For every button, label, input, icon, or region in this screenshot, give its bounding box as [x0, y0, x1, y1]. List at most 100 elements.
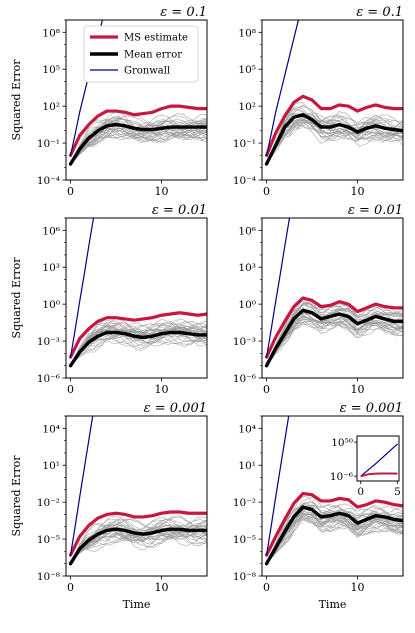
- panel-2: 10⁻⁴ 10⁻¹ 10² 10⁵ 10⁸ 0 10 ε = 0.1: [233, 5, 404, 198]
- sample-trajectory: [70, 533, 207, 564]
- sample-trajectory: [70, 129, 207, 165]
- x-axis-label: Time: [123, 598, 151, 611]
- sample-trajectory: [70, 132, 207, 165]
- sample-trajectory: [266, 308, 403, 366]
- inset-y-tick-label: 10⁵⁰: [331, 437, 353, 449]
- series-mean-error: [264, 308, 403, 368]
- x-tick-label: 10: [155, 581, 169, 594]
- sample-trajectory: [266, 513, 403, 564]
- y-tick-label: 10⁶: [42, 225, 60, 237]
- inset-series-gronwall: [360, 443, 398, 477]
- sample-trajectory: [266, 316, 403, 366]
- series-ms-estimate: [264, 296, 403, 359]
- series-gronwall: [265, 20, 300, 156]
- inset-series-ms-estimate: [360, 472, 398, 478]
- y-axis-label: Squared Error: [10, 59, 23, 141]
- panel-5: 10⁻⁸ 10⁻⁵ 10⁻² 10¹ 10⁴ 0 10 ε = 0.001 Squared Er…: [10, 401, 208, 611]
- x-axis-label: Time: [319, 598, 347, 611]
- sample-trajectory: [266, 101, 403, 165]
- panel-4: 10⁻⁶ 10⁻³ 10⁰ 10³ 10⁶ 0 10 ε = 0.01: [233, 203, 404, 396]
- y-tick-label: 10⁵: [238, 64, 256, 76]
- sample-trajectory: [70, 337, 207, 366]
- series-ms-estimate: [68, 311, 207, 359]
- inset-y-tick-label: 10⁻⁶: [330, 471, 353, 483]
- y-tick-label: 10⁻⁵: [37, 534, 60, 546]
- axes-frame: [261, 415, 404, 577]
- sample-trajectory: [266, 513, 403, 564]
- sample-trajectory: [266, 119, 403, 165]
- legend-frame: [83, 25, 199, 83]
- series-gronwall: [265, 416, 290, 556]
- series-mean-error: [264, 505, 403, 566]
- sample-trajectory: [266, 118, 403, 165]
- plot-area: [68, 218, 207, 368]
- sample-trajectory: [266, 513, 403, 564]
- x-tick-label: 10: [155, 383, 169, 396]
- sample-trajectory: [70, 114, 207, 165]
- x-tick-label: 10: [351, 185, 365, 198]
- axes-frame: [65, 415, 208, 577]
- sample-trajectory: [266, 316, 403, 366]
- y-tick-label: 10¹: [42, 460, 60, 472]
- series-mean-error: [68, 330, 207, 368]
- y-tick-label: 10³: [238, 262, 256, 274]
- inset-frame: [356, 435, 400, 482]
- sample-trajectory: [266, 513, 403, 564]
- sample-trajectory: [70, 528, 207, 564]
- sample-trajectory: [266, 508, 403, 564]
- sample-trajectory: [266, 315, 403, 366]
- sample-trajectory: [266, 305, 403, 366]
- sample-trajectory: [266, 495, 403, 564]
- axes-frame: [65, 19, 208, 181]
- sample-trajectory: [70, 516, 207, 564]
- series-ms-estimate: [264, 94, 403, 157]
- legend-label-gronwall: Gronwall: [124, 66, 170, 77]
- series-gronwall: [69, 218, 95, 358]
- sample-trajectory: [70, 118, 207, 165]
- y-tick-label: 10⁻³: [37, 336, 60, 348]
- sample-trajectory: [70, 329, 207, 366]
- x-tick-label: 10: [351, 383, 365, 396]
- y-tick-label: 10⁰: [42, 299, 60, 311]
- y-tick-label: 10³: [42, 262, 60, 274]
- x-tick-label: 10: [155, 185, 169, 198]
- y-tick-label: 10⁻⁴: [233, 175, 256, 187]
- series-gronwall: [265, 218, 291, 358]
- y-tick-label: 10²: [42, 101, 60, 113]
- legend-label-ms-estimate: MS estimate: [124, 33, 188, 44]
- y-tick-label: 10⁻⁶: [37, 373, 60, 385]
- series-ms-estimate: [264, 491, 403, 557]
- panel-title: ε = 0.01: [348, 203, 403, 218]
- sample-trajectory: [266, 506, 403, 564]
- inset-x-tick-label: 0: [357, 486, 364, 498]
- y-tick-label: 10⁻²: [37, 497, 60, 509]
- y-tick-label: 10⁴: [42, 423, 60, 435]
- sample-trajectory: [70, 131, 207, 165]
- y-tick-label: 10⁻⁸: [233, 571, 256, 583]
- sample-trajectory: [70, 325, 207, 366]
- series-mean-error: [264, 113, 403, 166]
- sample-trajectory: [70, 526, 207, 564]
- y-tick-label: 10⁻⁸: [37, 571, 60, 583]
- sample-trajectory: [70, 326, 207, 366]
- sample-trajectory: [70, 523, 207, 564]
- sample-trajectory: [70, 535, 207, 564]
- x-tick-label: 0: [67, 383, 74, 396]
- y-tick-label: 10⁸: [238, 27, 256, 39]
- series-gronwall: [69, 416, 94, 556]
- x-tick-label: 0: [263, 581, 270, 594]
- sample-trajectory: [266, 312, 403, 366]
- sample-trajectory: [266, 119, 403, 165]
- y-tick-label: 10⁻²: [233, 497, 256, 509]
- sample-trajectory: [266, 119, 403, 165]
- sample-trajectory: [70, 333, 207, 366]
- sample-trajectory: [70, 127, 207, 165]
- panels: 10⁻⁴ 10⁻¹ 10² 10⁵ 10⁸ 0 10 ε = 0.1 Squared Error…: [10, 5, 404, 611]
- panel-1: 10⁻⁴ 10⁻¹ 10² 10⁵ 10⁸ 0 10 ε = 0.1 Squared Error: [10, 5, 208, 198]
- axes-frame: [261, 217, 404, 379]
- sample-trajectory: [70, 324, 207, 366]
- sample-trajectory: [266, 119, 403, 165]
- plot-area: [264, 218, 403, 368]
- x-tick-label: 0: [67, 185, 74, 198]
